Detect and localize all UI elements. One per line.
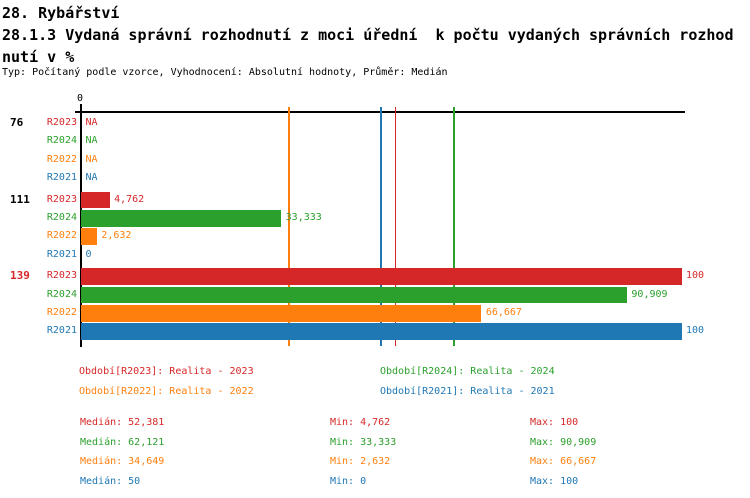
stat-median-r2022: Medián: 34,649 bbox=[80, 456, 165, 467]
stat-min-r2022: Min: 2,632 bbox=[330, 456, 391, 467]
series-row-label-r2024: R2024 bbox=[46, 288, 77, 300]
series-row-label-r2021: R2021 bbox=[46, 172, 77, 183]
median-line-r2023 bbox=[394, 107, 397, 346]
x-axis-line bbox=[74, 111, 685, 113]
bar-value-label: NA bbox=[85, 116, 98, 128]
series-row-label-r2021: R2021 bbox=[46, 248, 77, 260]
bar-value-label: 100 bbox=[686, 270, 705, 282]
bar-value-label: 90,909 bbox=[631, 288, 668, 300]
series-row-label-r2024: R2024 bbox=[46, 212, 77, 223]
bar-r2024 bbox=[81, 210, 282, 227]
series-row-label-r2023: R2023 bbox=[46, 193, 77, 205]
series-row-label-r2022: R2022 bbox=[46, 307, 77, 319]
bar-r2023 bbox=[81, 191, 110, 209]
x-axis-zero-tick-label: 0 bbox=[76, 93, 84, 104]
chart-title-line-1: 28.1.3 Vydaná správní rozhodnutí z moci … bbox=[2, 26, 734, 44]
bar-value-label: 4,762 bbox=[114, 193, 145, 205]
bar-value-label: NA bbox=[85, 135, 98, 147]
category-label: 111 bbox=[10, 192, 30, 206]
bar-r2023 bbox=[81, 268, 682, 285]
bar-r2022 bbox=[81, 228, 97, 245]
stat-median-r2023: Medián: 52,381 bbox=[80, 417, 165, 428]
stat-min-r2021: Min: 0 bbox=[330, 475, 367, 487]
bar-value-label: 100 bbox=[686, 325, 705, 337]
median-line-r2022 bbox=[288, 107, 290, 346]
stat-min-r2024: Min: 33,333 bbox=[330, 436, 397, 448]
category-label: 139 bbox=[10, 269, 30, 283]
median-line-r2024 bbox=[453, 107, 455, 346]
stat-max-r2023: Max: 100 bbox=[530, 417, 579, 428]
bar-r2022 bbox=[81, 305, 482, 322]
chart-title-line-2: nutí v % bbox=[2, 48, 75, 66]
bar-value-label: 0 bbox=[85, 248, 92, 260]
stat-median-r2024: Medián: 62,121 bbox=[80, 436, 165, 448]
series-row-label-r2021: R2021 bbox=[46, 325, 77, 337]
category-label: 76 bbox=[10, 115, 24, 129]
chart-area: 0 76 R2023 NA R2024 NA R2022 NA R2021 NA 111 R2023… bbox=[10, 93, 705, 347]
bar-r2021 bbox=[81, 323, 682, 340]
report-section-title: 28. Rybářství bbox=[2, 4, 120, 22]
legend-item-r2024: Období[R2024]: Realita - 2024 bbox=[380, 366, 555, 377]
legend-item-r2021: Období[R2021]: Realita - 2021 bbox=[380, 386, 555, 397]
bar-value-label: 2,632 bbox=[101, 230, 132, 242]
stat-min-r2023: Min: 4,762 bbox=[330, 417, 391, 428]
legend-item-r2022: Období[R2022]: Realita - 2022 bbox=[79, 386, 254, 397]
bar-value-label: NA bbox=[85, 172, 98, 183]
stat-max-r2024: Max: 90,909 bbox=[530, 436, 597, 448]
series-row-label-r2022: R2022 bbox=[46, 230, 77, 242]
bar-r2024 bbox=[81, 286, 627, 304]
series-row-label-r2024: R2024 bbox=[46, 135, 77, 147]
series-row-label-r2023: R2023 bbox=[46, 270, 77, 282]
bar-value-label: NA bbox=[85, 153, 98, 165]
legend-item-r2023: Období[R2023]: Realita - 2023 bbox=[79, 366, 254, 377]
stat-max-r2022: Max: 66,667 bbox=[530, 456, 597, 467]
series-row-label-r2022: R2022 bbox=[46, 153, 77, 165]
median-line-r2021 bbox=[380, 107, 382, 346]
bar-value-label: 66,667 bbox=[485, 307, 522, 319]
stat-median-r2021: Medián: 50 bbox=[80, 475, 141, 487]
chart-meta-line: Typ: Počítaný podle vzorce, Vyhodnocení:… bbox=[2, 67, 448, 78]
stat-max-r2021: Max: 100 bbox=[530, 475, 579, 487]
bar-value-label: 33,333 bbox=[285, 212, 322, 223]
series-row-label-r2023: R2023 bbox=[46, 116, 77, 128]
